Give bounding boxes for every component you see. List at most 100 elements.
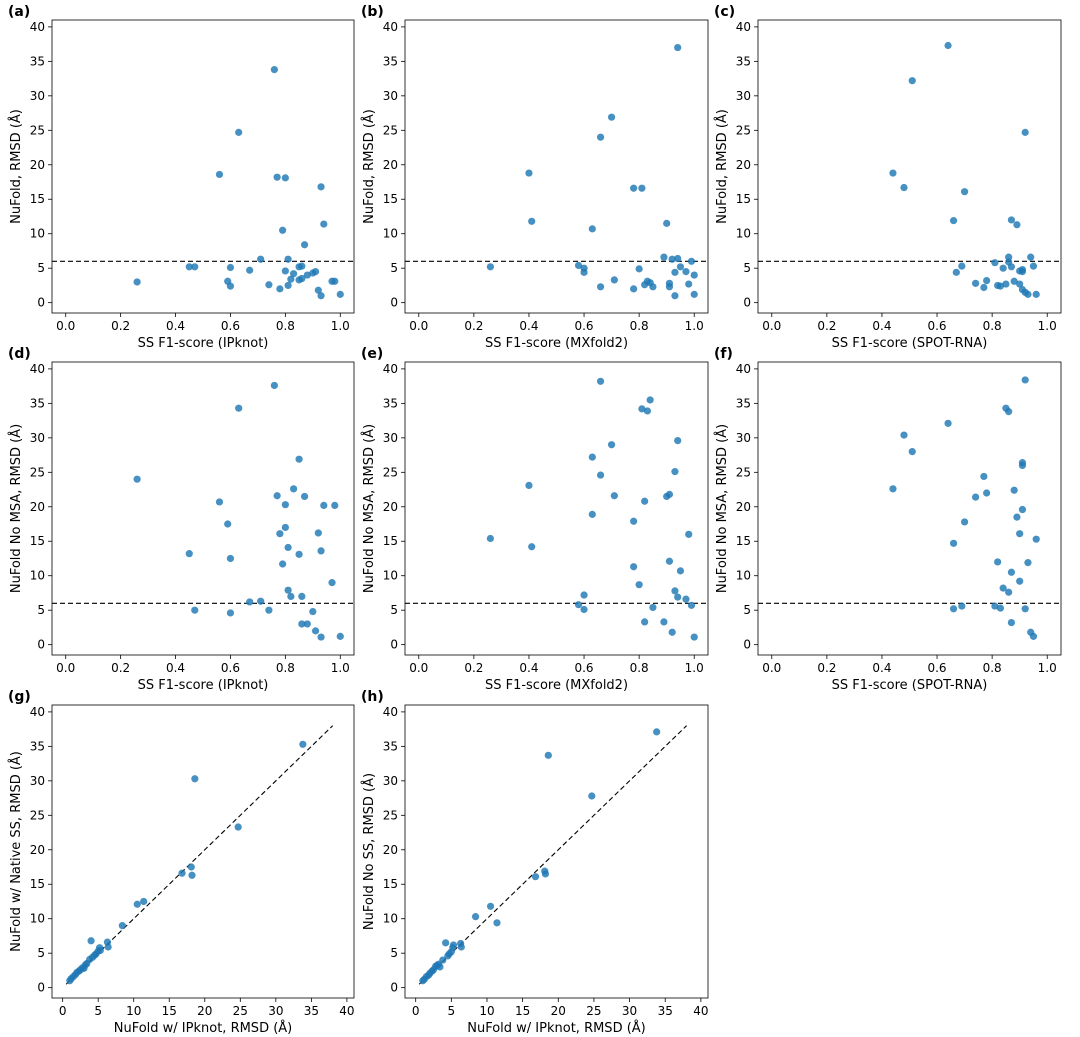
axes-frame bbox=[404, 19, 709, 314]
data-point bbox=[588, 792, 596, 800]
y-axis-label: NuFold No MSA, RMSD (Å) bbox=[8, 424, 24, 593]
data-point bbox=[191, 775, 199, 783]
data-point bbox=[983, 489, 991, 497]
data-point bbox=[580, 264, 588, 272]
data-point bbox=[958, 602, 966, 610]
y-tick-label: 0 bbox=[37, 638, 45, 652]
x-tick-label: 0.4 bbox=[872, 319, 891, 333]
data-point bbox=[298, 274, 306, 283]
data-point bbox=[1024, 290, 1032, 298]
y-tick-label: 30 bbox=[383, 431, 398, 445]
data-point bbox=[226, 554, 235, 563]
y-tick-label: 30 bbox=[736, 431, 751, 445]
y-tick-label: 40 bbox=[30, 362, 45, 376]
data-point bbox=[140, 897, 148, 906]
panel-label: (f) bbox=[714, 346, 733, 362]
y-tick-label: 30 bbox=[30, 89, 45, 103]
data-point bbox=[281, 501, 289, 509]
y-tick-label: 15 bbox=[30, 192, 45, 206]
data-point bbox=[104, 943, 112, 951]
data-point bbox=[525, 481, 533, 490]
data-point bbox=[607, 113, 616, 121]
data-point bbox=[528, 543, 536, 551]
data-point bbox=[528, 217, 536, 225]
data-point bbox=[1010, 277, 1018, 285]
data-point bbox=[246, 598, 254, 606]
data-point bbox=[996, 604, 1005, 612]
data-point bbox=[1016, 280, 1024, 288]
data-point bbox=[665, 279, 674, 287]
data-point bbox=[486, 902, 495, 910]
x-tick-label: 25 bbox=[233, 1004, 248, 1018]
x-axis-label: SS F1-score (SPOT-RNA) bbox=[832, 678, 988, 693]
data-point bbox=[317, 183, 325, 191]
y-tick-label: 25 bbox=[383, 808, 398, 822]
data-point bbox=[215, 170, 224, 179]
data-point bbox=[574, 601, 583, 609]
axes-frame bbox=[51, 19, 355, 314]
y-tick-label: 10 bbox=[30, 912, 45, 926]
data-point bbox=[607, 441, 616, 449]
data-point bbox=[226, 263, 235, 272]
data-point bbox=[944, 419, 952, 427]
data-point bbox=[118, 922, 126, 930]
data-point bbox=[900, 183, 908, 192]
y-tick-label: 10 bbox=[736, 569, 751, 583]
data-point bbox=[588, 510, 596, 518]
data-point bbox=[889, 485, 897, 493]
panel-label: (e) bbox=[361, 346, 383, 362]
data-point bbox=[1024, 559, 1032, 567]
data-point bbox=[610, 492, 618, 500]
axes-frame bbox=[404, 704, 709, 999]
x-tick-label: 35 bbox=[658, 1004, 673, 1018]
data-point bbox=[185, 550, 193, 558]
data-point bbox=[1027, 253, 1035, 261]
y-tick-label: 0 bbox=[743, 638, 751, 652]
y-tick-label: 30 bbox=[30, 774, 45, 788]
data-point bbox=[317, 633, 325, 641]
data-point bbox=[486, 263, 494, 271]
data-point bbox=[314, 529, 322, 537]
x-axis-label: NuFold w/ IPknot, RMSD (Å) bbox=[114, 1020, 293, 1036]
data-point bbox=[960, 188, 969, 196]
data-point bbox=[541, 870, 550, 878]
data-point bbox=[436, 963, 444, 971]
data-point bbox=[1016, 577, 1024, 585]
data-point bbox=[958, 262, 966, 270]
data-point bbox=[300, 492, 309, 501]
data-point bbox=[544, 751, 552, 759]
data-point bbox=[674, 254, 682, 263]
y-tick-label: 5 bbox=[390, 603, 398, 617]
data-point bbox=[226, 609, 235, 617]
data-point bbox=[676, 567, 685, 575]
data-point bbox=[665, 557, 674, 565]
data-point bbox=[281, 267, 289, 275]
data-point bbox=[580, 605, 588, 614]
data-point bbox=[1021, 605, 1029, 613]
data-point bbox=[284, 586, 292, 594]
y-tick-label: 10 bbox=[30, 227, 45, 241]
data-point bbox=[952, 268, 960, 276]
data-point bbox=[1016, 530, 1024, 538]
y-tick-label: 5 bbox=[743, 261, 751, 275]
data-point bbox=[298, 592, 306, 601]
data-point bbox=[638, 405, 646, 413]
data-point bbox=[1029, 632, 1038, 640]
y-tick-label: 25 bbox=[736, 465, 751, 479]
x-tick-label: 1.0 bbox=[685, 319, 704, 333]
x-tick-label: 40 bbox=[693, 1004, 708, 1018]
data-point bbox=[133, 475, 141, 483]
data-point bbox=[690, 633, 698, 641]
y-axis-label: NuFold, RMSD (Å) bbox=[714, 109, 730, 224]
data-point bbox=[525, 169, 533, 177]
data-point bbox=[284, 281, 292, 290]
data-point bbox=[638, 184, 646, 192]
data-point bbox=[191, 606, 199, 614]
x-tick-label: 40 bbox=[339, 1004, 354, 1018]
y-tick-label: 0 bbox=[390, 296, 398, 310]
y-tick-label: 5 bbox=[390, 261, 398, 275]
y-tick-label: 0 bbox=[37, 296, 45, 310]
y-tick-label: 15 bbox=[30, 877, 45, 891]
x-tick-label: 10 bbox=[479, 1004, 494, 1018]
data-point bbox=[1018, 268, 1027, 276]
